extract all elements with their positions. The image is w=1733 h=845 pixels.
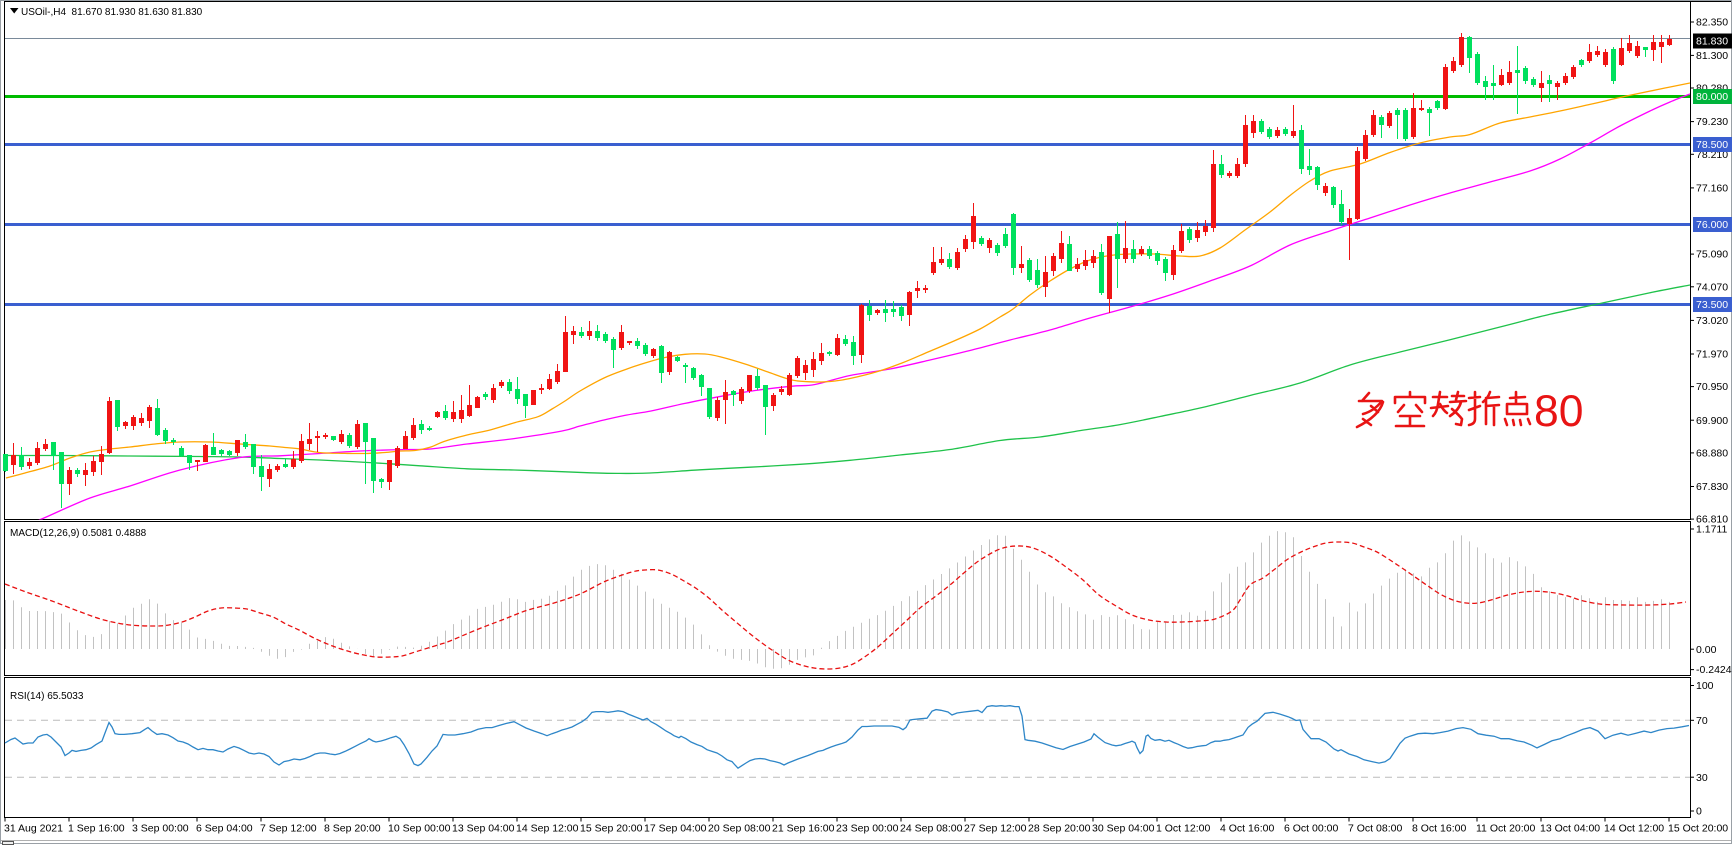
svg-text:30: 30	[1696, 772, 1708, 784]
svg-text:11 Oct 20:00: 11 Oct 20:00	[1476, 823, 1536, 835]
svg-text:70: 70	[1696, 715, 1708, 727]
svg-text:8 Oct 16:00: 8 Oct 16:00	[1412, 823, 1466, 835]
svg-text:69.900: 69.900	[1696, 415, 1728, 427]
svg-text:77.160: 77.160	[1696, 183, 1728, 195]
svg-text:30 Sep 04:00: 30 Sep 04:00	[1092, 823, 1155, 835]
svg-text:80.000: 80.000	[1696, 91, 1728, 103]
svg-text:27 Sep 12:00: 27 Sep 12:00	[964, 823, 1027, 835]
svg-text:-0.2424: -0.2424	[1696, 664, 1732, 676]
svg-text:6 Sep 04:00: 6 Sep 04:00	[196, 823, 253, 835]
svg-text:10 Sep 00:00: 10 Sep 00:00	[388, 823, 451, 835]
svg-text:80: 80	[1534, 387, 1584, 436]
svg-text:RSI(14) 65.5033: RSI(14) 65.5033	[10, 691, 84, 702]
svg-text:4 Oct 16:00: 4 Oct 16:00	[1220, 823, 1274, 835]
svg-text:15 Oct 20:00: 15 Oct 20:00	[1668, 823, 1728, 835]
svg-text:73.020: 73.020	[1696, 315, 1728, 327]
svg-text:31 Aug 2021: 31 Aug 2021	[4, 823, 63, 835]
svg-text:78.500: 78.500	[1696, 139, 1728, 151]
svg-text:67.830: 67.830	[1696, 481, 1728, 493]
svg-text:15 Sep 20:00: 15 Sep 20:00	[580, 823, 643, 835]
svg-text:MACD(12,26,9) 0.5081 0.4888: MACD(12,26,9) 0.5081 0.4888	[10, 528, 147, 539]
svg-text:0: 0	[1696, 806, 1702, 818]
svg-text:13 Oct 04:00: 13 Oct 04:00	[1540, 823, 1600, 835]
svg-text:0.00: 0.00	[1696, 644, 1717, 656]
svg-text:74.070: 74.070	[1696, 281, 1728, 293]
svg-text:75.090: 75.090	[1696, 249, 1728, 261]
svg-text:USOil-,H4 81.670 81.930 81.63: USOil-,H4 81.670 81.930 81.630 81.830	[21, 7, 203, 18]
svg-text:28 Sep 20:00: 28 Sep 20:00	[1028, 823, 1091, 835]
svg-text:82.350: 82.350	[1696, 17, 1728, 29]
svg-text:76.000: 76.000	[1696, 219, 1728, 231]
svg-text:81.300: 81.300	[1696, 50, 1728, 62]
svg-text:7 Sep 12:00: 7 Sep 12:00	[260, 823, 317, 835]
svg-text:14 Oct 12:00: 14 Oct 12:00	[1604, 823, 1664, 835]
svg-text:23 Sep 00:00: 23 Sep 00:00	[836, 823, 899, 835]
svg-text:20 Sep 08:00: 20 Sep 08:00	[708, 823, 771, 835]
svg-text:1 Oct 12:00: 1 Oct 12:00	[1156, 823, 1210, 835]
svg-text:100: 100	[1696, 680, 1714, 692]
svg-text:68.880: 68.880	[1696, 448, 1728, 460]
svg-text:14 Sep 12:00: 14 Sep 12:00	[516, 823, 579, 835]
svg-text:71.970: 71.970	[1696, 349, 1728, 361]
svg-text:13 Sep 04:00: 13 Sep 04:00	[452, 823, 515, 835]
svg-text:73.500: 73.500	[1696, 299, 1728, 311]
svg-text:21 Sep 16:00: 21 Sep 16:00	[772, 823, 835, 835]
svg-text:8 Sep 20:00: 8 Sep 20:00	[324, 823, 381, 835]
svg-text:66.810: 66.810	[1696, 514, 1728, 526]
svg-text:6 Oct 00:00: 6 Oct 00:00	[1284, 823, 1338, 835]
svg-text:24 Sep 08:00: 24 Sep 08:00	[900, 823, 963, 835]
svg-text:79.230: 79.230	[1696, 116, 1728, 128]
svg-text:1 Sep 16:00: 1 Sep 16:00	[68, 823, 125, 835]
svg-text:70.950: 70.950	[1696, 381, 1728, 393]
svg-text:7 Oct 08:00: 7 Oct 08:00	[1348, 823, 1402, 835]
svg-text:3 Sep 00:00: 3 Sep 00:00	[132, 823, 189, 835]
svg-text:1.1711: 1.1711	[1696, 524, 1727, 536]
svg-text:17 Sep 04:00: 17 Sep 04:00	[644, 823, 707, 835]
svg-text:81.830: 81.830	[1696, 36, 1728, 48]
